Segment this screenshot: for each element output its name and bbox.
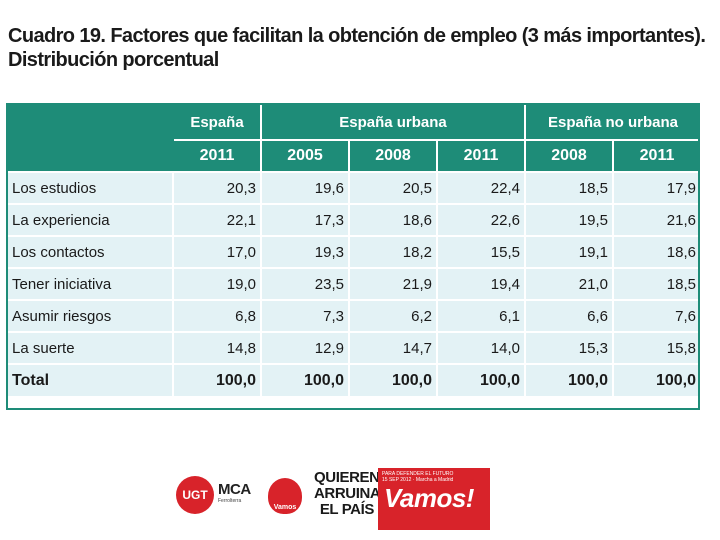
header-row-groups: España España urbana España no urbana [6,103,702,141]
footer-logos: UGT MCA Ferrolterra Vamos QUIEREN ARRUIN… [176,468,496,530]
table-row: La suerte 14,8 12,9 14,7 14,0 15,3 15,8 [6,331,702,365]
title-line-2: Distribución porcentual [8,49,219,71]
total-label: Total [6,363,174,398]
header-corner-years [6,139,174,173]
cell-value: 21,6 [612,203,702,237]
group-header-espana: España [172,103,262,141]
total-value: 100,0 [436,363,526,398]
total-row: Total 100,0 100,0 100,0 100,0 100,0 100,… [6,363,702,398]
cell-value: 20,5 [348,171,438,205]
cell-value: 17,3 [260,203,350,237]
slogan-line: EL PAÍS [319,501,375,518]
cell-value: 20,3 [172,171,262,205]
ugt-logo: UGT [176,476,214,514]
group-header-espana-no-urbana: España no urbana [524,103,702,141]
cell-value: 19,0 [172,267,262,301]
row-label: Tener iniciativa [6,267,174,301]
quieren-arruinar-slogan: QUIEREN ARRUINAR EL PAÍS [314,469,391,518]
row-label: La experiencia [6,203,174,237]
cell-value: 19,4 [436,267,526,301]
slogan-line: ARRUINAR [314,485,391,502]
header-row-years: 2011 2005 2008 2011 2008 2011 [6,139,702,173]
year-header: 2008 [524,139,614,173]
cell-value: 17,0 [172,235,262,269]
banner-line-2: 15 SEP 2012 · Marcha a Madrid [382,477,454,483]
total-value: 100,0 [612,363,702,398]
table-row: Tener iniciativa 19,0 23,5 21,9 19,4 21,0 18,5 [6,267,702,301]
header-corner [6,103,174,141]
cell-value: 18,5 [524,171,614,205]
year-header: 2005 [260,139,350,173]
cell-value: 6,2 [348,299,438,333]
table-row: Los estudios 20,3 19,6 20,5 22,4 18,5 17,9 [6,171,702,205]
vamos-banner: PARA DEFENDER EL FUTURO 15 SEP 2012 · Ma… [378,468,490,530]
cell-value: 23,5 [260,267,350,301]
slogan-line: QUIEREN [314,469,380,486]
cell-value: 19,6 [260,171,350,205]
banner-line-1: PARA DEFENDER EL FUTURO [382,471,454,477]
mca-logo: MCA Ferrolterra [218,482,266,512]
year-header: 2011 [436,139,526,173]
total-value: 100,0 [524,363,614,398]
banner-main-text: Vamos! [384,483,474,513]
row-label: Los estudios [6,171,174,205]
group-header-espana-urbana: España urbana [260,103,526,141]
row-label: Asumir riesgos [6,299,174,333]
cell-value: 6,6 [524,299,614,333]
row-label: La suerte [6,331,174,365]
cell-value: 14,0 [436,331,526,365]
cell-value: 19,3 [260,235,350,269]
cell-value: 21,9 [348,267,438,301]
table-row: Los contactos 17,0 19,3 18,2 15,5 19,1 18,6 [6,235,702,269]
title-line-1: Cuadro 19. Factores que facilitan la obt… [8,25,706,47]
cell-value: 7,3 [260,299,350,333]
vamos-small-logo: Vamos [268,478,302,514]
year-header: 2011 [172,139,262,173]
total-value: 100,0 [260,363,350,398]
year-header: 2008 [348,139,438,173]
cell-value: 6,8 [172,299,262,333]
cell-value: 21,0 [524,267,614,301]
mca-logo-text: MCA [218,481,251,498]
cell-value: 14,8 [172,331,262,365]
total-value: 100,0 [348,363,438,398]
year-header: 2011 [612,139,702,173]
cell-value: 12,9 [260,331,350,365]
cell-value: 14,7 [348,331,438,365]
row-label: Los contactos [6,235,174,269]
cell-value: 6,1 [436,299,526,333]
page-title: Cuadro 19. Factores que facilitan la obt… [8,24,708,72]
cell-value: 22,4 [436,171,526,205]
cell-value: 19,5 [524,203,614,237]
cell-value: 18,5 [612,267,702,301]
cell-value: 22,1 [172,203,262,237]
cell-value: 18,2 [348,235,438,269]
vamos-small-text: Vamos [273,504,297,511]
cell-value: 22,6 [436,203,526,237]
table-row: La experiencia 22,1 17,3 18,6 22,6 19,5 21,6 [6,203,702,237]
cell-value: 19,1 [524,235,614,269]
data-table: España España urbana España no urbana 20… [6,103,702,398]
cell-value: 15,8 [612,331,702,365]
cell-value: 15,3 [524,331,614,365]
cell-value: 18,6 [348,203,438,237]
cell-value: 17,9 [612,171,702,205]
cell-value: 15,5 [436,235,526,269]
mca-logo-subtext: Ferrolterra [218,498,242,504]
cell-value: 18,6 [612,235,702,269]
total-value: 100,0 [172,363,262,398]
table-row: Asumir riesgos 6,8 7,3 6,2 6,1 6,6 7,6 [6,299,702,333]
cell-value: 7,6 [612,299,702,333]
